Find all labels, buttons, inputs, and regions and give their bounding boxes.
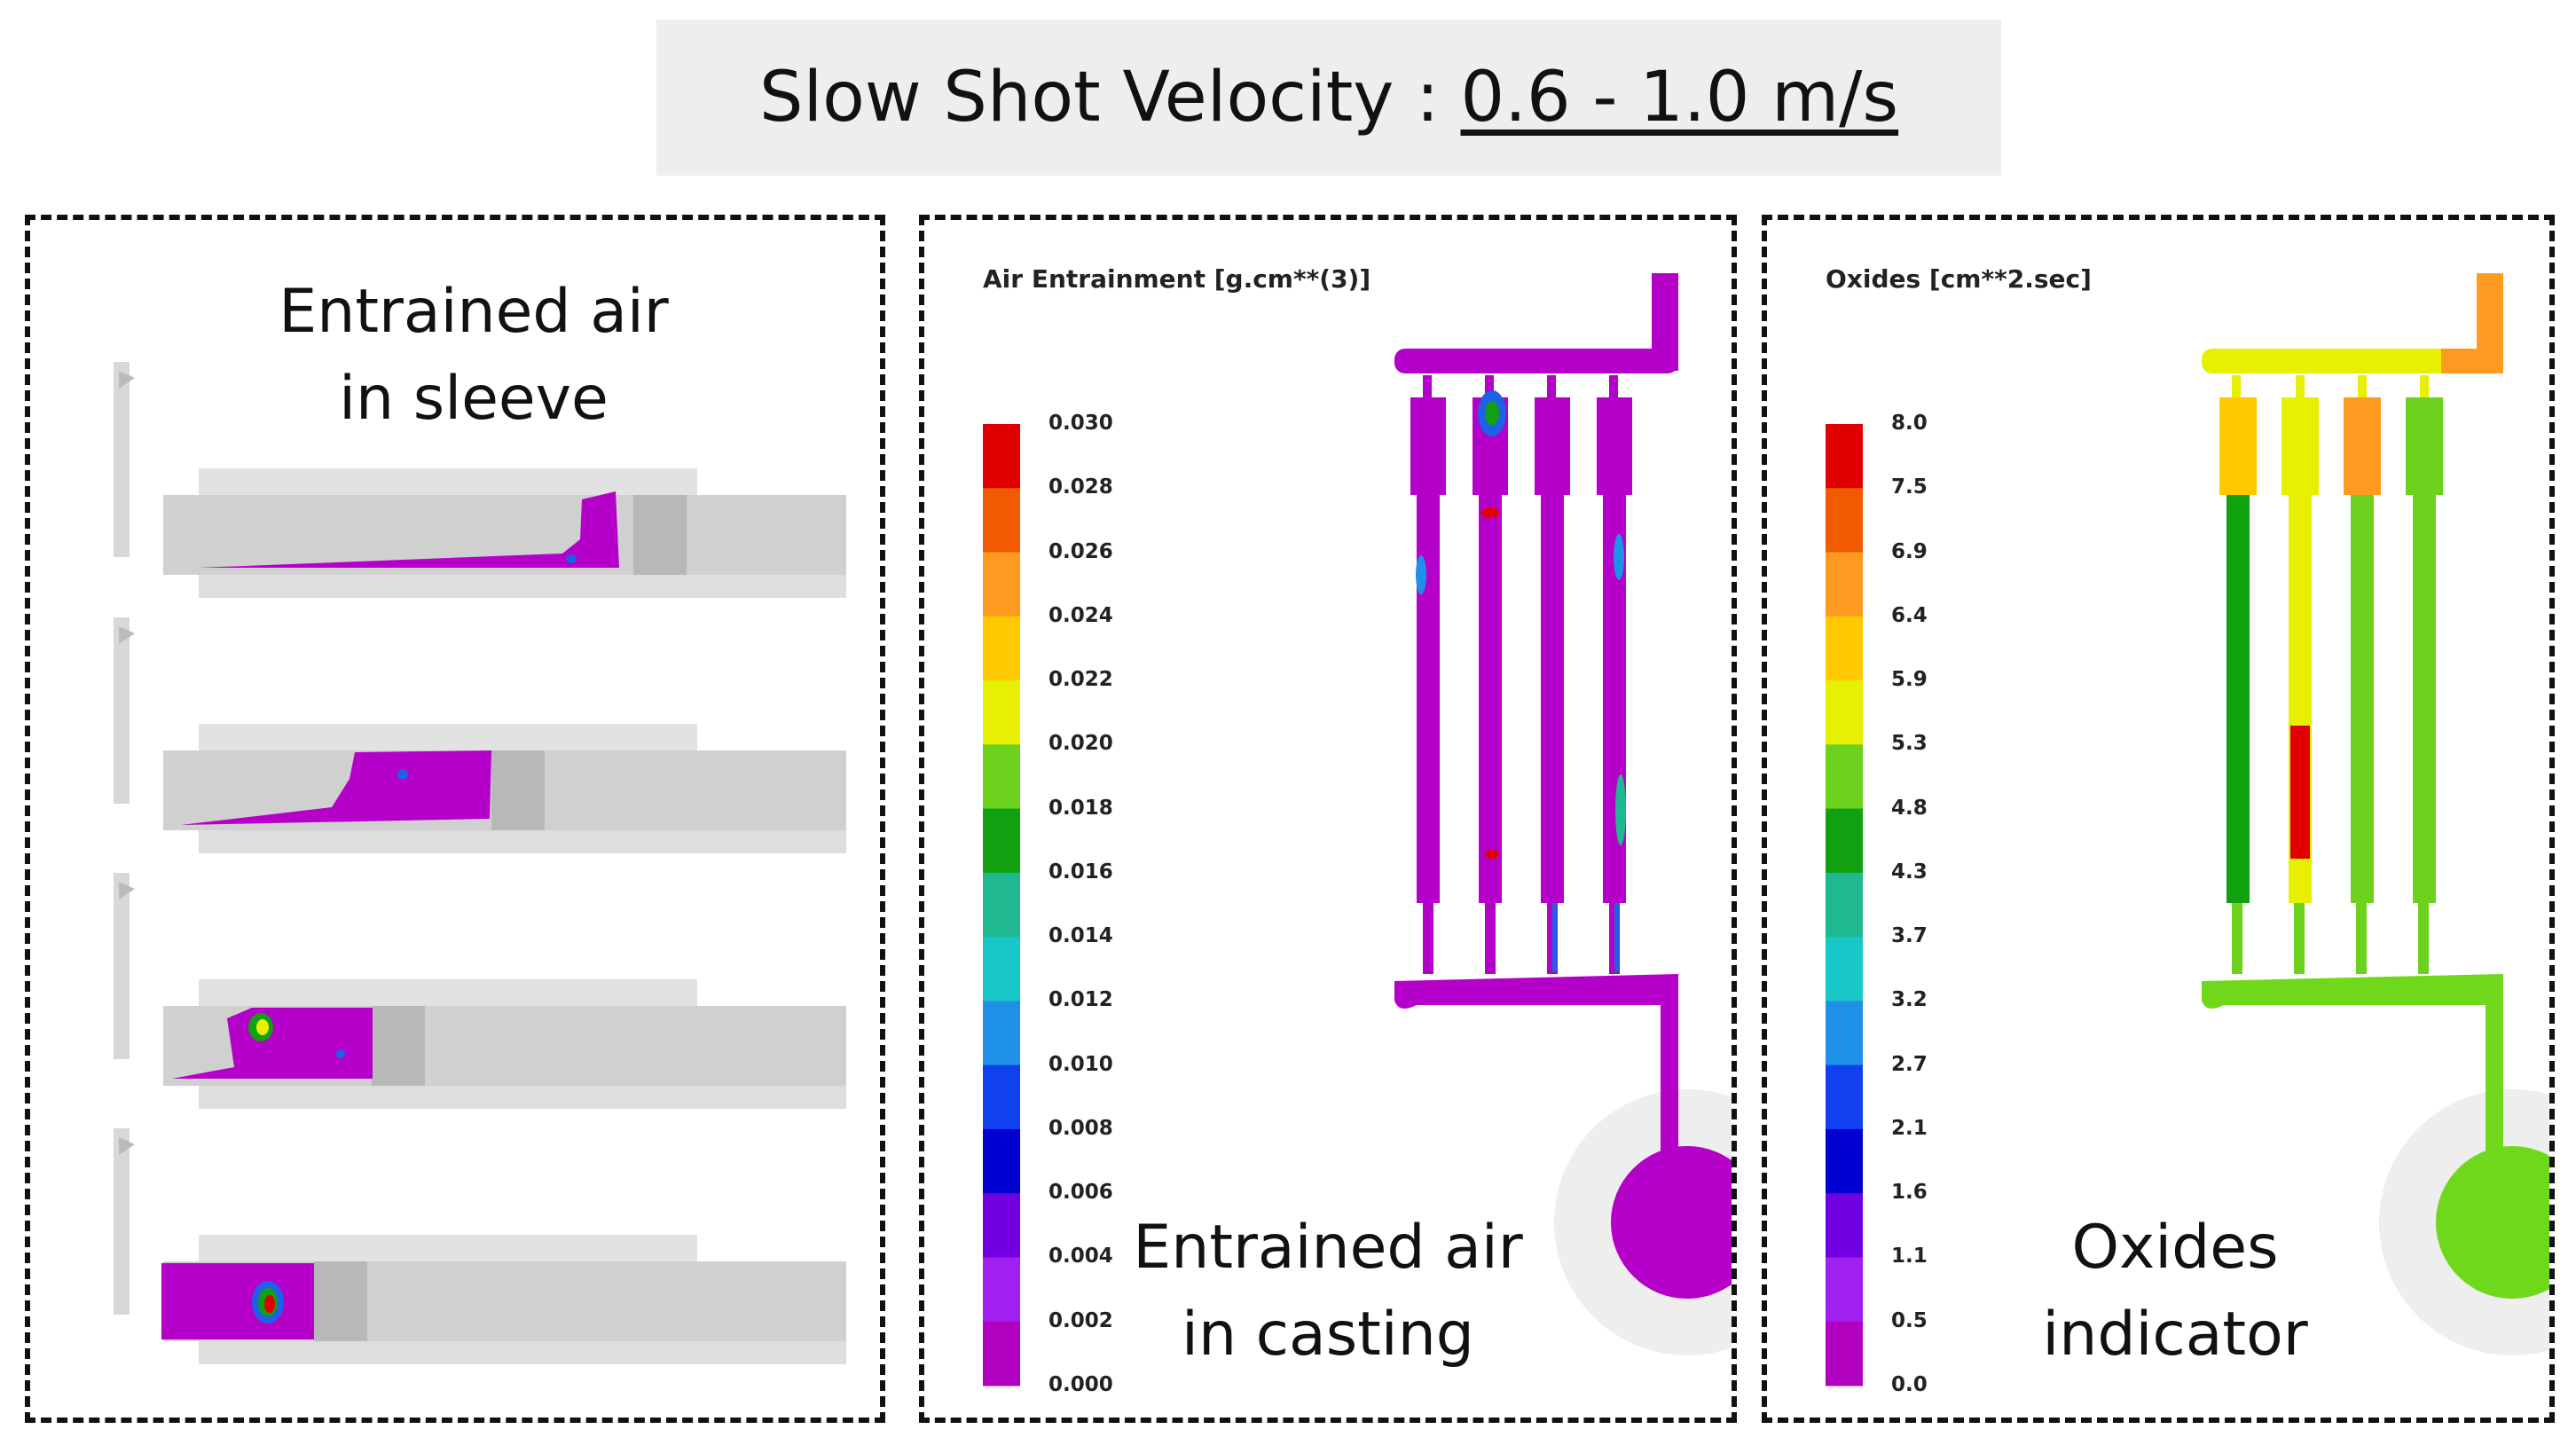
- oxides-tick-label: 0.5: [1891, 1308, 1928, 1332]
- oxides-tick-label: 6.4: [1891, 603, 1928, 627]
- air-color-bar: [983, 424, 1020, 1386]
- oxides-tick-label: 6.9: [1891, 539, 1928, 563]
- oxides-tick-label: 4.3: [1891, 860, 1928, 884]
- oxides-bar-segment: [1826, 744, 1863, 810]
- oxides-tick-label: 0.0: [1891, 1373, 1928, 1396]
- air-bar-segment: [983, 552, 1020, 617]
- air-tick-label: 0.012: [1048, 988, 1113, 1012]
- air-legend-and-casting: [983, 273, 1732, 1386]
- oxides-bar-segment: [1826, 680, 1863, 745]
- air-bar-segment: [983, 488, 1020, 554]
- title-velocity-value: 0.6 - 1.0 m/s: [1460, 58, 1899, 137]
- sleeve-stage-1: [114, 362, 846, 598]
- air-tick-label: 0.020: [1048, 732, 1113, 756]
- oxides-bar-segment: [1826, 937, 1863, 1001]
- sleeve-caption-line1: Entrained air: [279, 277, 669, 347]
- air-bar-segment: [983, 808, 1020, 874]
- air-legend-title: Air Entrainment [g.cm**(3)]: [983, 264, 1371, 294]
- oxides-bar-segment: [1826, 1321, 1863, 1386]
- air-tick-label: 0.028: [1048, 475, 1113, 499]
- air-bar-segment: [983, 424, 1020, 489]
- oxides-casting-shape: [2202, 273, 2549, 1355]
- air-tick-label: 0.010: [1048, 1052, 1113, 1076]
- oxides-tick-label: 2.7: [1891, 1052, 1928, 1076]
- air-bar-segment: [983, 1193, 1020, 1258]
- air-tick-label: 0.006: [1048, 1181, 1113, 1205]
- oxides-legend-and-casting: [1826, 273, 2549, 1386]
- sleeve-panel: Entrained air in sleeve: [25, 215, 885, 1423]
- air-bar-segment: [983, 680, 1020, 745]
- oxides-tick-label: 5.3: [1891, 732, 1928, 756]
- oxides-tick-label: 7.5: [1891, 475, 1928, 499]
- sleeve-stage-4: [114, 1128, 846, 1364]
- oxides-bar-segment: [1826, 1064, 1863, 1130]
- air-bar-segment: [983, 1001, 1020, 1066]
- oxides-bar-segment: [1826, 808, 1863, 874]
- title-prefix: Slow Shot Velocity :: [758, 58, 1440, 137]
- air-bar-segment: [983, 1321, 1020, 1386]
- air-tick-label: 0.026: [1048, 539, 1113, 563]
- air-tick-label: 0.030: [1048, 412, 1113, 435]
- oxides-tick-label: 3.2: [1891, 988, 1928, 1012]
- oxides-bar-segment: [1826, 1128, 1863, 1194]
- oxides-bar-segment: [1826, 1257, 1863, 1323]
- air-tick-label: 0.016: [1048, 860, 1113, 884]
- oxides-bar-segment: [1826, 1193, 1863, 1258]
- casting-caption-line2: in casting: [1182, 1300, 1474, 1370]
- oxides-bar-segment: [1826, 872, 1863, 938]
- casting-caption: Entrained air in casting: [1128, 1205, 1528, 1378]
- oxides-tick-label: 3.7: [1891, 924, 1928, 948]
- oxides-bar-segment: [1826, 488, 1863, 554]
- oxides-tick-label: 8.0: [1891, 412, 1928, 435]
- title-banner: Slow Shot Velocity : 0.6 - 1.0 m/s: [656, 20, 2001, 176]
- casting-caption-line1: Entrained air: [1133, 1213, 1523, 1283]
- air-tick-label: 0.014: [1048, 924, 1113, 948]
- air-tick-label: 0.002: [1048, 1308, 1113, 1332]
- oxides-bar-segment: [1826, 552, 1863, 617]
- oxides-panel: Oxides [cm**2.sec]: [1762, 215, 2555, 1423]
- air-tick-label: 0.008: [1048, 1116, 1113, 1140]
- oxides-tick-label: 1.1: [1891, 1245, 1928, 1268]
- oxides-bar-segment: [1826, 1001, 1863, 1066]
- air-bar-segment: [983, 1257, 1020, 1323]
- air-tick-label: 0.004: [1048, 1245, 1113, 1268]
- oxides-bar-segment: [1826, 616, 1863, 681]
- oxides-tick-label: 2.1: [1891, 1116, 1928, 1140]
- oxides-tick-label: 1.6: [1891, 1181, 1928, 1205]
- oxides-tick-label: 4.8: [1891, 796, 1928, 820]
- oxides-caption: Oxides indicator: [2007, 1205, 2344, 1378]
- sleeve-caption: Entrained air in sleeve: [243, 269, 704, 443]
- air-bar-segment: [983, 872, 1020, 938]
- air-tick-label: 0.022: [1048, 668, 1113, 692]
- oxides-bar-segment: [1826, 424, 1863, 489]
- sleeve-diagram: [114, 362, 846, 1364]
- sleeve-stage-3: [114, 873, 846, 1109]
- casting-panel: Air Entrainment [g.cm**(3)]: [919, 215, 1737, 1423]
- air-tick-label: 0.018: [1048, 796, 1113, 820]
- oxides-caption-line2: indicator: [2042, 1300, 2308, 1370]
- air-bar-segment: [983, 616, 1020, 681]
- air-tick-label: 0.024: [1048, 603, 1113, 627]
- oxides-tick-label: 5.9: [1891, 668, 1928, 692]
- air-casting-shape: [1394, 273, 1732, 1355]
- oxides-legend-title: Oxides [cm**2.sec]: [1826, 264, 2092, 294]
- sleeve-caption-line2: in sleeve: [339, 364, 609, 434]
- oxides-color-bar: [1826, 424, 1863, 1386]
- air-bar-segment: [983, 937, 1020, 1001]
- air-bar-segment: [983, 1128, 1020, 1194]
- sleeve-stage-2: [114, 617, 846, 853]
- air-tick-label: 0.000: [1048, 1373, 1113, 1396]
- air-bar-segment: [983, 744, 1020, 810]
- air-bar-segment: [983, 1064, 1020, 1130]
- oxides-caption-line1: Oxides: [2071, 1213, 2279, 1283]
